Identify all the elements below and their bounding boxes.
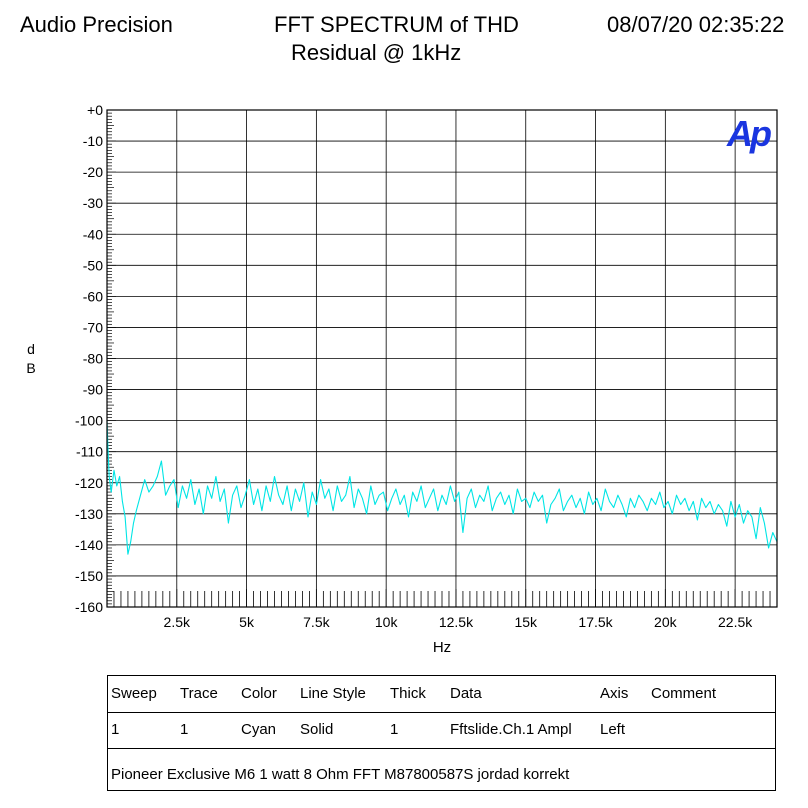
chart-area: +0 -10 -20 -30 -40 -50 -60 -70 -80 -90 -100 -110 -12… [26,102,778,656]
cell-trace: 1 [180,721,189,738]
cell-color: Cyan [241,721,277,738]
y-tick-label: -150 [75,568,103,584]
header-color: Color [241,685,277,702]
x-tick-label: 2.5k [164,614,191,630]
y-tick-label: -40 [83,226,103,242]
grid-lines [107,110,777,607]
cell-axis: Left [600,721,626,738]
x-tick-label: 5k [239,614,255,630]
ap-logo: Ap [726,113,771,154]
cell-thick: 1 [390,721,399,738]
brand-label: Audio Precision [20,12,173,37]
x-tick-label: 15k [514,614,538,630]
y-tick-label: -140 [75,537,103,553]
x-tick-label: 7.5k [303,614,330,630]
y-tick-label: -90 [83,382,103,398]
y-tick-label: -130 [75,506,103,522]
x-tick-label: 12.5k [439,614,474,630]
y-tick-label: -50 [83,257,103,273]
y-tick-label: -120 [75,475,103,491]
legend-table: Sweep Trace Color Line Style Thick Data … [107,675,776,791]
cell-data: Fftslide.Ch.1 Ampl [450,721,572,738]
header-trace: Trace [180,685,218,702]
header-data: Data [450,685,482,702]
x-tick-label: 10k [375,614,399,630]
legend-note: Pioneer Exclusive M6 1 watt 8 Ohm FFT M8… [111,766,570,783]
header-thick: Thick [390,685,426,702]
trace-layer [106,420,778,555]
x-tick-label: 22.5k [718,614,753,630]
x-tick-label: 17.5k [578,614,613,630]
y-tick-label: +0 [87,102,103,118]
y-axis-label-d: d [27,341,35,357]
y-tick-label: -100 [75,413,103,429]
y-tick-label: -160 [75,599,103,615]
y-axis-label-b: B [26,360,35,376]
y-tick-label: -20 [83,164,103,180]
chart-title-line1: FFT SPECTRUM of THD [274,12,519,37]
chart-title-line2: Residual @ 1kHz [291,40,462,65]
x-tick-label: 20k [654,614,678,630]
legend-data-row: 1 1 Cyan Solid 1 Fftslide.Ch.1 Ampl Left [108,712,775,749]
y-tick-label: -70 [83,319,103,335]
cell-sweep: 1 [111,721,120,738]
x-tick-labels: 2.5k 5k 7.5k 10k 12.5k 15k 17.5k 20k 22.5k [164,614,754,630]
cell-line-style: Solid [300,721,334,738]
y-tick-label: -60 [83,288,103,304]
header-line-style: Line Style [300,685,366,702]
header-comment: Comment [651,685,717,702]
timestamp: 08/07/20 02:35:22 [607,12,785,37]
header-sweep: Sweep [111,685,157,702]
y-tick-label: -30 [83,195,103,211]
y-tick-label: -80 [83,351,103,367]
legend-header-row: Sweep Trace Color Line Style Thick Data … [108,676,775,713]
y-tick-label: -10 [83,133,103,149]
trace-line-0 [106,420,778,555]
x-axis-label: Hz [433,639,451,656]
y-tick-label: -110 [76,444,103,460]
header-axis: Axis [600,685,629,702]
y-tick-labels: +0 -10 -20 -30 -40 -50 -60 -70 -80 -90 -100 -110 -12… [75,102,103,615]
plot-frame [106,109,778,608]
